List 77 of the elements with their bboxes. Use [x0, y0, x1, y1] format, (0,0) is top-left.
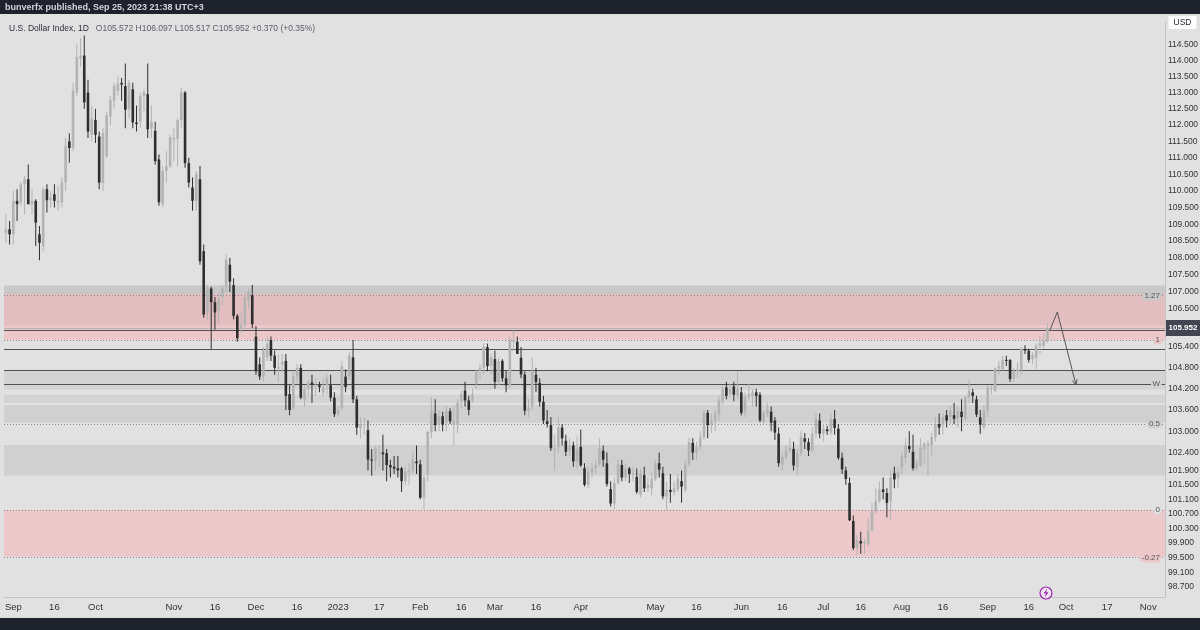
x-tick-label: 16 — [1023, 601, 1035, 613]
y-tick-label: 114.500 — [1168, 38, 1199, 49]
y-tick-label: 104.200 — [1168, 383, 1199, 394]
y-tick-label: 114.000 — [1168, 54, 1199, 65]
y-tick-label: 113.000 — [1168, 86, 1199, 97]
y-tick-label: 112.000 — [1168, 119, 1199, 130]
annotation: -0.27 — [1141, 552, 1161, 562]
y-tick-label: 112.500 — [1168, 103, 1199, 114]
x-tick-label: 16 — [691, 601, 702, 613]
y-tick-label: 100.700 — [1168, 508, 1199, 519]
x-tick-label: Feb — [412, 601, 429, 613]
y-tick-label: 103.600 — [1168, 404, 1199, 415]
candlestick — [415, 445, 418, 474]
x-tick-label: Oct — [88, 601, 104, 613]
y-tick-label: 108.500 — [1168, 235, 1199, 246]
x-tick-label: May — [646, 601, 665, 613]
x-tick-label: Sep — [979, 601, 997, 613]
y-axis-title: USD — [1173, 16, 1192, 27]
x-tick-label: 16 — [530, 601, 542, 613]
y-tick-label: 110.500 — [1168, 168, 1199, 179]
x-tick-label: 16 — [456, 601, 467, 613]
y-tick-label: 99.500 — [1168, 551, 1195, 562]
ref-line-label: 105.952 — [1168, 323, 1199, 333]
annotation: 1 — [1155, 335, 1161, 345]
x-tick-label: 17 — [373, 601, 385, 613]
candlestick — [669, 473, 672, 503]
x-tick-label: Apr — [573, 601, 589, 613]
x-tick-label: 16 — [209, 601, 221, 613]
candlestick — [56, 185, 60, 211]
text: bunverfx published, Sep 25, 2023 21:38 UTC+3 — [5, 2, 204, 12]
y-tick-label: 108.000 — [1168, 252, 1199, 263]
y-tick-label: 109.000 — [1168, 218, 1199, 229]
annotation: 1.27 — [1144, 290, 1161, 300]
y-tick-label: 101.500 — [1168, 479, 1199, 490]
x-tick-label: 16 — [937, 601, 949, 613]
y-tick-label: 111.500 — [1168, 135, 1198, 146]
y-tick-label: 106.500 — [1168, 303, 1199, 314]
y-tick-label: 113.500 — [1168, 70, 1199, 81]
annotation: 0.5 — [1148, 419, 1161, 429]
y-tick-label: 100.300 — [1168, 522, 1199, 533]
candlestick — [907, 431, 911, 453]
y-tick-label: 110.000 — [1168, 185, 1199, 196]
x-tick-label: Sep — [4, 601, 22, 613]
x-tick-label: Jun — [733, 601, 749, 613]
y-tick-label: 111.000 — [1168, 152, 1198, 163]
y-tick-label: 101.100 — [1168, 493, 1199, 504]
candlestick — [553, 434, 556, 471]
y-tick-label: 102.400 — [1168, 446, 1199, 457]
x-tick-label: 16 — [49, 601, 60, 613]
x-tick-label: 16 — [855, 601, 867, 613]
x-tick-label: Jul — [817, 601, 830, 613]
y-tick-label: 103.000 — [1168, 425, 1199, 436]
x-tick-label: Aug — [893, 601, 911, 613]
y-tick-label: 99.900 — [1168, 537, 1195, 548]
x-tick-label: Dec — [247, 601, 265, 613]
x-tick-label: Nov — [1139, 601, 1157, 613]
y-tick-label: 109.500 — [1168, 201, 1199, 212]
y-tick-label: 107.000 — [1168, 286, 1199, 297]
x-tick-label: Oct — [1058, 601, 1074, 613]
x-tick-label: 17 — [1101, 601, 1113, 613]
candlestick — [370, 448, 374, 476]
x-tick-label: Mar — [486, 601, 504, 613]
y-tick-label: 101.900 — [1168, 464, 1199, 475]
y-tick-label: 98.700 — [1168, 581, 1195, 592]
chart-subtitle: O105.572 H106.097 L105.517 C105.952 +0.370 (+0.35%) — [95, 23, 316, 34]
candlestick — [277, 353, 280, 382]
candlestick — [135, 105, 138, 132]
y-tick-label: 104.800 — [1168, 362, 1199, 373]
x-tick-label: Nov — [165, 601, 183, 613]
x-tick-label: 16 — [291, 601, 303, 613]
x-tick-label: 2023 — [327, 601, 349, 613]
y-tick-label: 107.500 — [1168, 269, 1199, 280]
y-tick-label: 99.100 — [1168, 566, 1195, 577]
x-tick-label: 16 — [777, 601, 788, 613]
y-tick-label: 105.400 — [1168, 341, 1199, 352]
candlestick — [362, 417, 366, 435]
chart-title: U.S. Dollar Index, 1D — [9, 23, 89, 34]
